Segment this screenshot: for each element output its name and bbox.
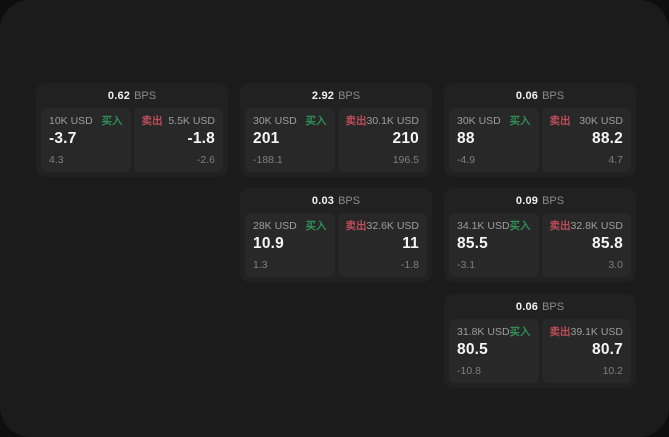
quote-card: 0.62 BPS 10K USD 买入 -3.7 4.3 卖出 5.5K USD… xyxy=(36,83,228,177)
sell-panel[interactable]: 卖出 39.1K USD 80.7 10.2 xyxy=(541,319,631,383)
sell-panel[interactable]: 卖出 32.6K USD 11 -1.8 xyxy=(337,213,427,277)
sell-panel[interactable]: 卖出 30K USD 88.2 4.7 xyxy=(541,108,631,172)
bps-value: 0.06 xyxy=(515,89,539,102)
sell-side-label: 卖出 xyxy=(345,115,367,127)
card-header: 2.92 BPS xyxy=(245,83,427,108)
sell-amount: 32.6K USD xyxy=(366,220,420,232)
quote-card: 0.03 BPS 28K USD 买入 10.9 1.3 卖出 32.6K US… xyxy=(240,188,432,282)
sell-amount: 30.1K USD xyxy=(366,115,420,127)
sell-sub-value: 196.5 xyxy=(392,154,419,166)
card-header: 0.62 BPS xyxy=(41,83,223,108)
sell-panel[interactable]: 卖出 5.5K USD -1.8 -2.6 xyxy=(133,108,223,172)
bps-unit-label: BPS xyxy=(542,194,565,207)
bps-unit-label: BPS xyxy=(542,89,565,102)
buy-panel[interactable]: 30K USD 买入 88 -4.9 xyxy=(449,108,539,172)
buy-sub-value: -10.8 xyxy=(457,365,481,377)
quote-card: 0.06 BPS 30K USD 买入 88 -4.9 卖出 30K USD 8… xyxy=(444,83,636,177)
buy-price: 80.5 xyxy=(457,341,488,358)
sell-price: 210 xyxy=(392,130,419,147)
buy-amount: 10K USD xyxy=(49,115,93,127)
bps-unit-label: BPS xyxy=(542,300,565,313)
sell-amount: 32.8K USD xyxy=(570,220,624,232)
bps-value: 2.92 xyxy=(311,89,335,102)
buy-side-label: 买入 xyxy=(305,115,327,127)
sell-side-label: 卖出 xyxy=(141,115,163,127)
buy-price: 88 xyxy=(457,130,475,147)
sell-side-label: 卖出 xyxy=(345,220,367,232)
buy-amount: 28K USD xyxy=(253,220,297,232)
sell-sub-value: -2.6 xyxy=(196,154,215,166)
buy-side-label: 买入 xyxy=(101,115,123,127)
card-header: 0.03 BPS xyxy=(245,188,427,213)
bps-value: 0.09 xyxy=(515,194,539,207)
sell-panel[interactable]: 卖出 30.1K USD 210 196.5 xyxy=(337,108,427,172)
bps-value: 0.03 xyxy=(311,194,335,207)
buy-sub-value: 1.3 xyxy=(253,259,268,271)
buy-sub-value: -3.1 xyxy=(457,259,476,271)
buy-price: -3.7 xyxy=(49,130,77,147)
bps-unit-label: BPS xyxy=(134,89,157,102)
sell-amount: 39.1K USD xyxy=(570,326,624,338)
card-header: 0.06 BPS xyxy=(449,294,631,319)
buy-panel[interactable]: 31.8K USD 买入 80.5 -10.8 xyxy=(449,319,539,383)
buy-sub-value: -4.9 xyxy=(457,154,476,166)
sell-sub-value: -1.8 xyxy=(400,259,419,271)
card-header: 0.06 BPS xyxy=(449,83,631,108)
buy-side-label: 买入 xyxy=(305,220,327,232)
buy-price: 85.5 xyxy=(457,235,488,252)
buy-sub-value: -188.1 xyxy=(253,154,283,166)
sell-panel[interactable]: 卖出 32.8K USD 85.8 3.0 xyxy=(541,213,631,277)
sell-sub-value: 10.2 xyxy=(602,365,623,377)
bps-value: 0.62 xyxy=(107,89,131,102)
buy-sub-value: 4.3 xyxy=(49,154,64,166)
buy-side-label: 买入 xyxy=(509,115,531,127)
sell-sub-value: 3.0 xyxy=(608,259,623,271)
buy-amount: 31.8K USD xyxy=(457,326,510,338)
quote-card: 2.92 BPS 30K USD 买入 201 -188.1 卖出 30.1K … xyxy=(240,83,432,177)
card-header: 0.09 BPS xyxy=(449,188,631,213)
sell-price: 11 xyxy=(402,235,419,252)
buy-amount: 30K USD xyxy=(253,115,297,127)
buy-panel[interactable]: 34.1K USD 买入 85.5 -3.1 xyxy=(449,213,539,277)
sell-side-label: 卖出 xyxy=(549,115,571,127)
bps-unit-label: BPS xyxy=(338,194,361,207)
quote-card: 0.09 BPS 34.1K USD 买入 85.5 -3.1 卖出 32.8K… xyxy=(444,188,636,282)
buy-side-label: 买入 xyxy=(509,326,531,338)
buy-price: 10.9 xyxy=(253,235,284,252)
sell-price: 88.2 xyxy=(592,130,623,147)
sell-side-label: 卖出 xyxy=(549,326,571,338)
bps-unit-label: BPS xyxy=(338,89,361,102)
buy-price: 201 xyxy=(253,130,280,147)
buy-panel[interactable]: 28K USD 买入 10.9 1.3 xyxy=(245,213,335,277)
buy-side-label: 买入 xyxy=(509,220,531,232)
quote-card: 0.06 BPS 31.8K USD 买入 80.5 -10.8 卖出 39.1… xyxy=(444,294,636,388)
sell-price: 85.8 xyxy=(592,235,623,252)
buy-panel[interactable]: 10K USD 买入 -3.7 4.3 xyxy=(41,108,131,172)
buy-panel[interactable]: 30K USD 买入 201 -188.1 xyxy=(245,108,335,172)
sell-side-label: 卖出 xyxy=(549,220,571,232)
sell-sub-value: 4.7 xyxy=(608,154,623,166)
sell-price: 80.7 xyxy=(592,341,623,358)
sell-price: -1.8 xyxy=(187,130,215,147)
sell-amount: 5.5K USD xyxy=(168,115,215,127)
bps-value: 0.06 xyxy=(515,300,539,313)
sell-amount: 30K USD xyxy=(579,115,623,127)
buy-amount: 34.1K USD xyxy=(457,220,510,232)
buy-amount: 30K USD xyxy=(457,115,501,127)
